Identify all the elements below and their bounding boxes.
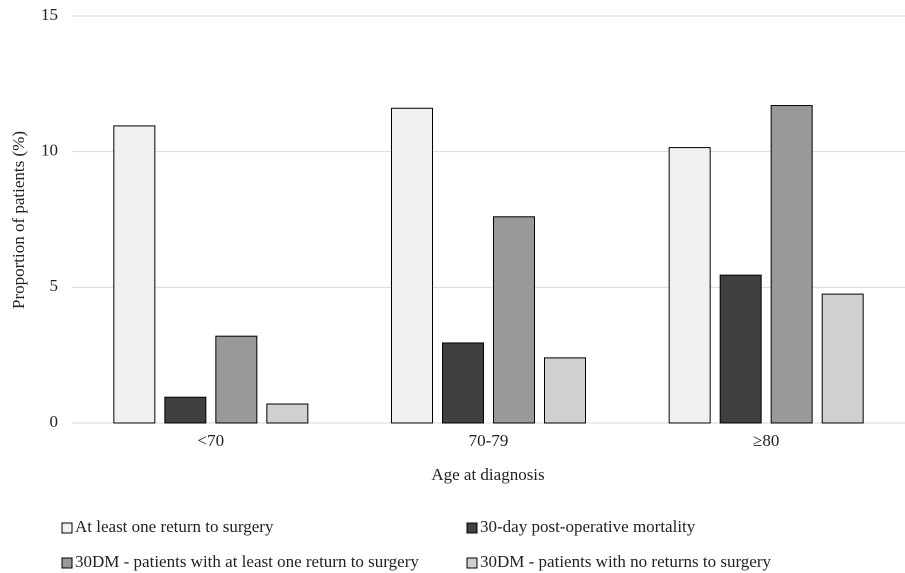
y-tick-label: 10 xyxy=(41,141,58,160)
x-tick-label: <70 xyxy=(198,431,225,450)
x-tick-label: 70-79 xyxy=(469,431,509,450)
bar xyxy=(821,293,864,424)
legend-swatch xyxy=(61,522,73,534)
x-axis-label: Age at diagnosis xyxy=(431,465,544,484)
bar xyxy=(442,342,484,424)
bar xyxy=(719,274,762,424)
bar xyxy=(493,216,535,424)
y-tick-label: 5 xyxy=(50,276,59,295)
legend-swatch xyxy=(466,522,478,534)
legend-swatch xyxy=(61,557,73,569)
bar xyxy=(544,357,586,424)
legend-label: At least one return to surgery xyxy=(75,517,274,536)
bar xyxy=(391,107,433,424)
legend-label: 30DM - patients with at least one return… xyxy=(75,552,419,571)
bar xyxy=(164,396,207,424)
y-axis-label: Proportion of patients (%) xyxy=(9,131,28,309)
legend-swatch xyxy=(466,557,478,569)
bar xyxy=(266,403,309,424)
bar xyxy=(215,335,258,424)
y-tick-label: 15 xyxy=(41,5,58,24)
bar xyxy=(770,105,813,424)
y-tick-label: 0 xyxy=(50,412,59,431)
bar xyxy=(668,147,711,424)
bar xyxy=(113,125,156,424)
x-tick-label: ≥80 xyxy=(753,431,779,450)
legend-label: 30-day post-operative mortality xyxy=(480,517,696,536)
legend-label: 30DM - patients with no returns to surge… xyxy=(480,552,772,571)
